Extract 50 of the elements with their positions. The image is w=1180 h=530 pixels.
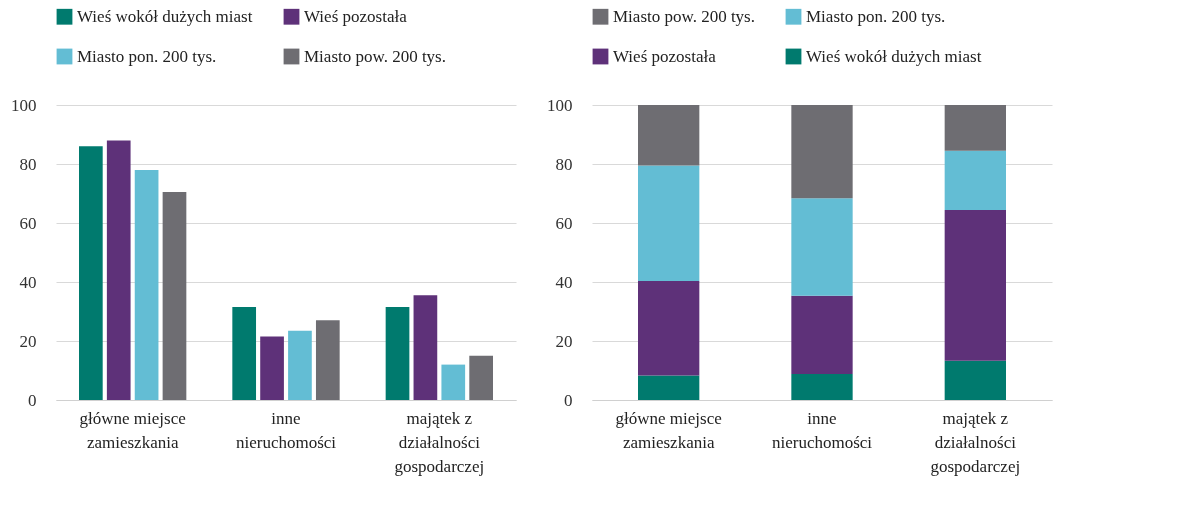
bar xyxy=(441,364,466,400)
bar xyxy=(413,295,438,400)
x-tick-label: inne nieruchomości xyxy=(235,408,337,452)
bar xyxy=(791,198,853,296)
bar xyxy=(638,375,700,400)
bar xyxy=(385,307,410,400)
bar xyxy=(315,320,340,400)
x-tick-label: inne nieruchomości xyxy=(771,408,873,452)
bar xyxy=(232,307,257,400)
legend-label: Wieś pozostała xyxy=(304,6,408,26)
bar xyxy=(944,105,1006,151)
x-tick-label: majątek z działalności gospodarczej xyxy=(930,408,1021,476)
bar xyxy=(791,295,853,375)
bar xyxy=(638,165,700,282)
y-tick-label: 0 xyxy=(28,390,37,410)
bar xyxy=(944,360,1006,400)
bar xyxy=(288,330,312,400)
y-tick-label: 100 xyxy=(11,95,37,115)
legend-label: Wieś pozostała xyxy=(613,46,717,66)
bar xyxy=(791,374,853,400)
bar xyxy=(106,140,131,400)
y-tick-label: 40 xyxy=(555,272,573,292)
y-tick-label: 100 xyxy=(547,95,573,115)
bar xyxy=(791,105,853,199)
bar xyxy=(162,192,187,400)
y-tick-label: 80 xyxy=(19,154,37,174)
y-tick-label: 40 xyxy=(19,272,37,292)
legend-label: Miasto pow. 200 tys. xyxy=(304,46,446,66)
bar xyxy=(944,150,1006,211)
bar xyxy=(134,169,159,400)
x-tick-label: główne miejsce zamieszkania xyxy=(615,408,722,452)
legend-label: Wieś wokół dużych miast xyxy=(77,6,253,26)
legend-label: Wieś wokół dużych miast xyxy=(806,46,982,66)
y-tick-label: 20 xyxy=(555,331,573,351)
x-tick-label: główne miejsce zamieszkania xyxy=(79,408,186,452)
legend-label: Miasto pon. 200 tys. xyxy=(806,6,946,26)
y-tick-label: 0 xyxy=(564,390,573,410)
x-tick-label: majątek z działalności gospodarczej xyxy=(394,408,485,476)
y-tick-label: 60 xyxy=(19,213,37,233)
bar xyxy=(469,355,493,400)
y-tick-label: 80 xyxy=(555,154,573,174)
legend-label: Miasto pon. 200 tys. xyxy=(77,46,217,66)
bar xyxy=(260,336,284,400)
y-tick-label: 20 xyxy=(19,331,37,351)
bar xyxy=(944,210,1006,361)
legend-label: Miasto pow. 200 tys. xyxy=(613,6,755,26)
bar xyxy=(638,105,700,166)
y-tick-label: 60 xyxy=(555,213,573,233)
bar xyxy=(79,146,103,400)
bar xyxy=(638,281,700,376)
